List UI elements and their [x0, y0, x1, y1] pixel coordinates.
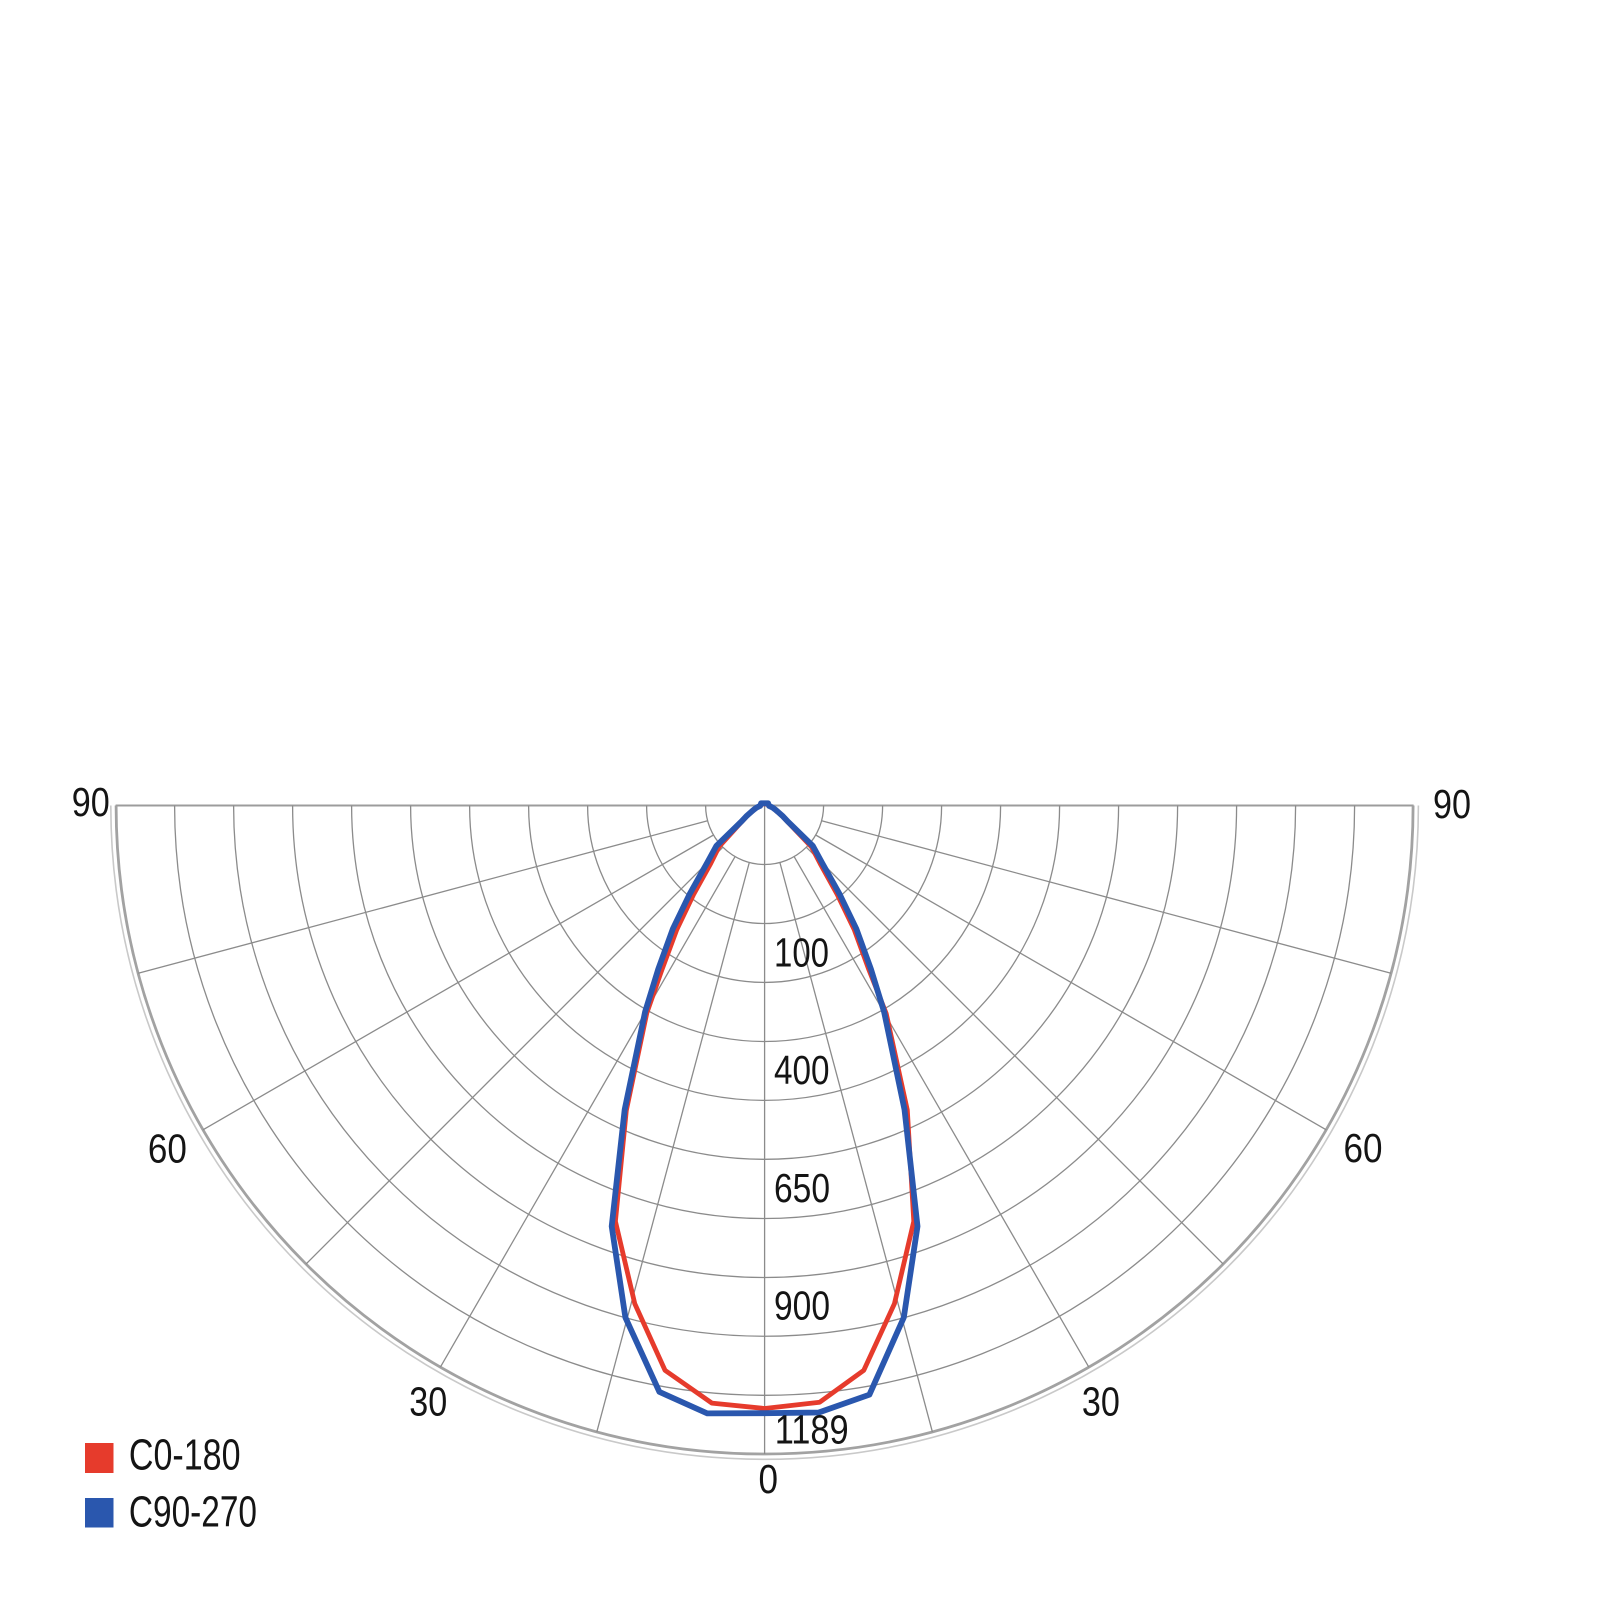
- svg-text:60: 60: [1344, 1125, 1383, 1171]
- svg-text:30: 30: [409, 1379, 447, 1425]
- svg-text:650: 650: [774, 1165, 830, 1211]
- svg-text:100: 100: [774, 929, 829, 975]
- svg-text:60: 60: [148, 1125, 187, 1171]
- svg-text:0: 0: [759, 1456, 779, 1502]
- svg-text:C90-270: C90-270: [129, 1487, 257, 1536]
- svg-text:90: 90: [1433, 781, 1471, 827]
- svg-text:900: 900: [774, 1283, 830, 1329]
- svg-text:90: 90: [72, 779, 110, 825]
- svg-text:C0-180: C0-180: [129, 1430, 241, 1479]
- svg-text:30: 30: [1082, 1379, 1120, 1425]
- svg-text:1189: 1189: [775, 1407, 849, 1453]
- svg-text:400: 400: [774, 1047, 830, 1093]
